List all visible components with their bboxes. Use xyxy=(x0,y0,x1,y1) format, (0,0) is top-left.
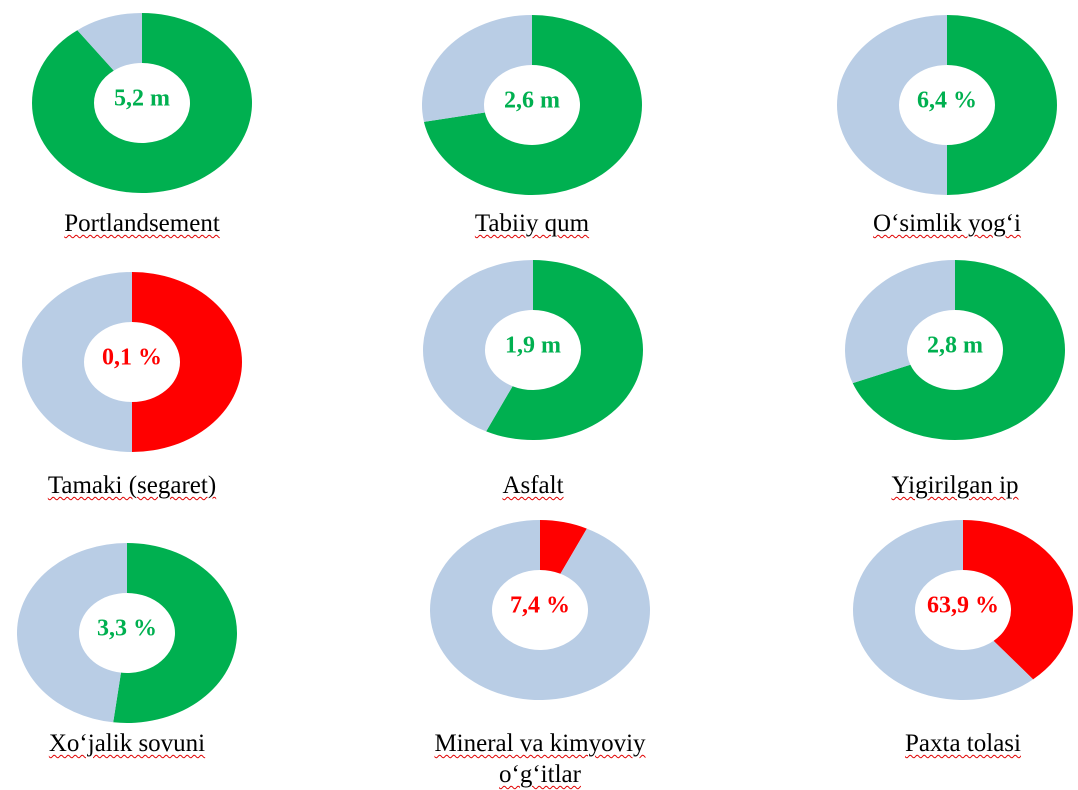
donut-segment xyxy=(845,260,955,384)
caption: Yigirilgan ip xyxy=(891,472,1019,499)
center-label: 0,1 % xyxy=(102,345,162,371)
donut-segment xyxy=(852,260,1066,441)
center-label: 6,4 % xyxy=(917,88,977,114)
donut-segment xyxy=(430,520,651,700)
center-label: 1,9 m xyxy=(505,333,561,359)
caption: Paxta tolasi xyxy=(905,730,1021,757)
donut-segment xyxy=(947,15,1057,195)
donut-segment xyxy=(77,13,142,71)
donut-segment xyxy=(22,272,132,452)
caption: O‘simlik yog‘i xyxy=(873,210,1021,237)
donut-segment xyxy=(16,543,127,723)
donut-segment xyxy=(837,15,947,195)
caption: Portlandsement xyxy=(64,210,220,237)
donut-segment xyxy=(422,15,532,122)
center-label: 2,8 m xyxy=(927,333,983,359)
center-label: 3,3 % xyxy=(97,616,157,642)
donut-segment xyxy=(113,543,237,723)
center-label: 5,2 m xyxy=(114,86,170,112)
center-label: 7,4 % xyxy=(510,593,570,619)
donut-segment xyxy=(963,520,1073,680)
caption: Tamaki (segaret) xyxy=(47,472,217,499)
caption: Mineral va kimyoviy o‘g‘itlar xyxy=(434,730,646,788)
donut-segment xyxy=(423,15,642,195)
donut-segment xyxy=(132,272,242,452)
donut-segment xyxy=(853,520,1034,700)
caption: Xo‘jalik sovuni xyxy=(48,730,206,757)
center-label: 63,9 % xyxy=(927,593,999,619)
donut-segment xyxy=(31,13,252,193)
donut-segment xyxy=(486,260,643,441)
caption: Asfalt xyxy=(502,472,564,499)
center-label: 2,6 m xyxy=(504,88,560,114)
donut-segment xyxy=(422,260,533,432)
donut-segment xyxy=(540,520,587,574)
caption: Tabiiy qum xyxy=(474,210,590,237)
